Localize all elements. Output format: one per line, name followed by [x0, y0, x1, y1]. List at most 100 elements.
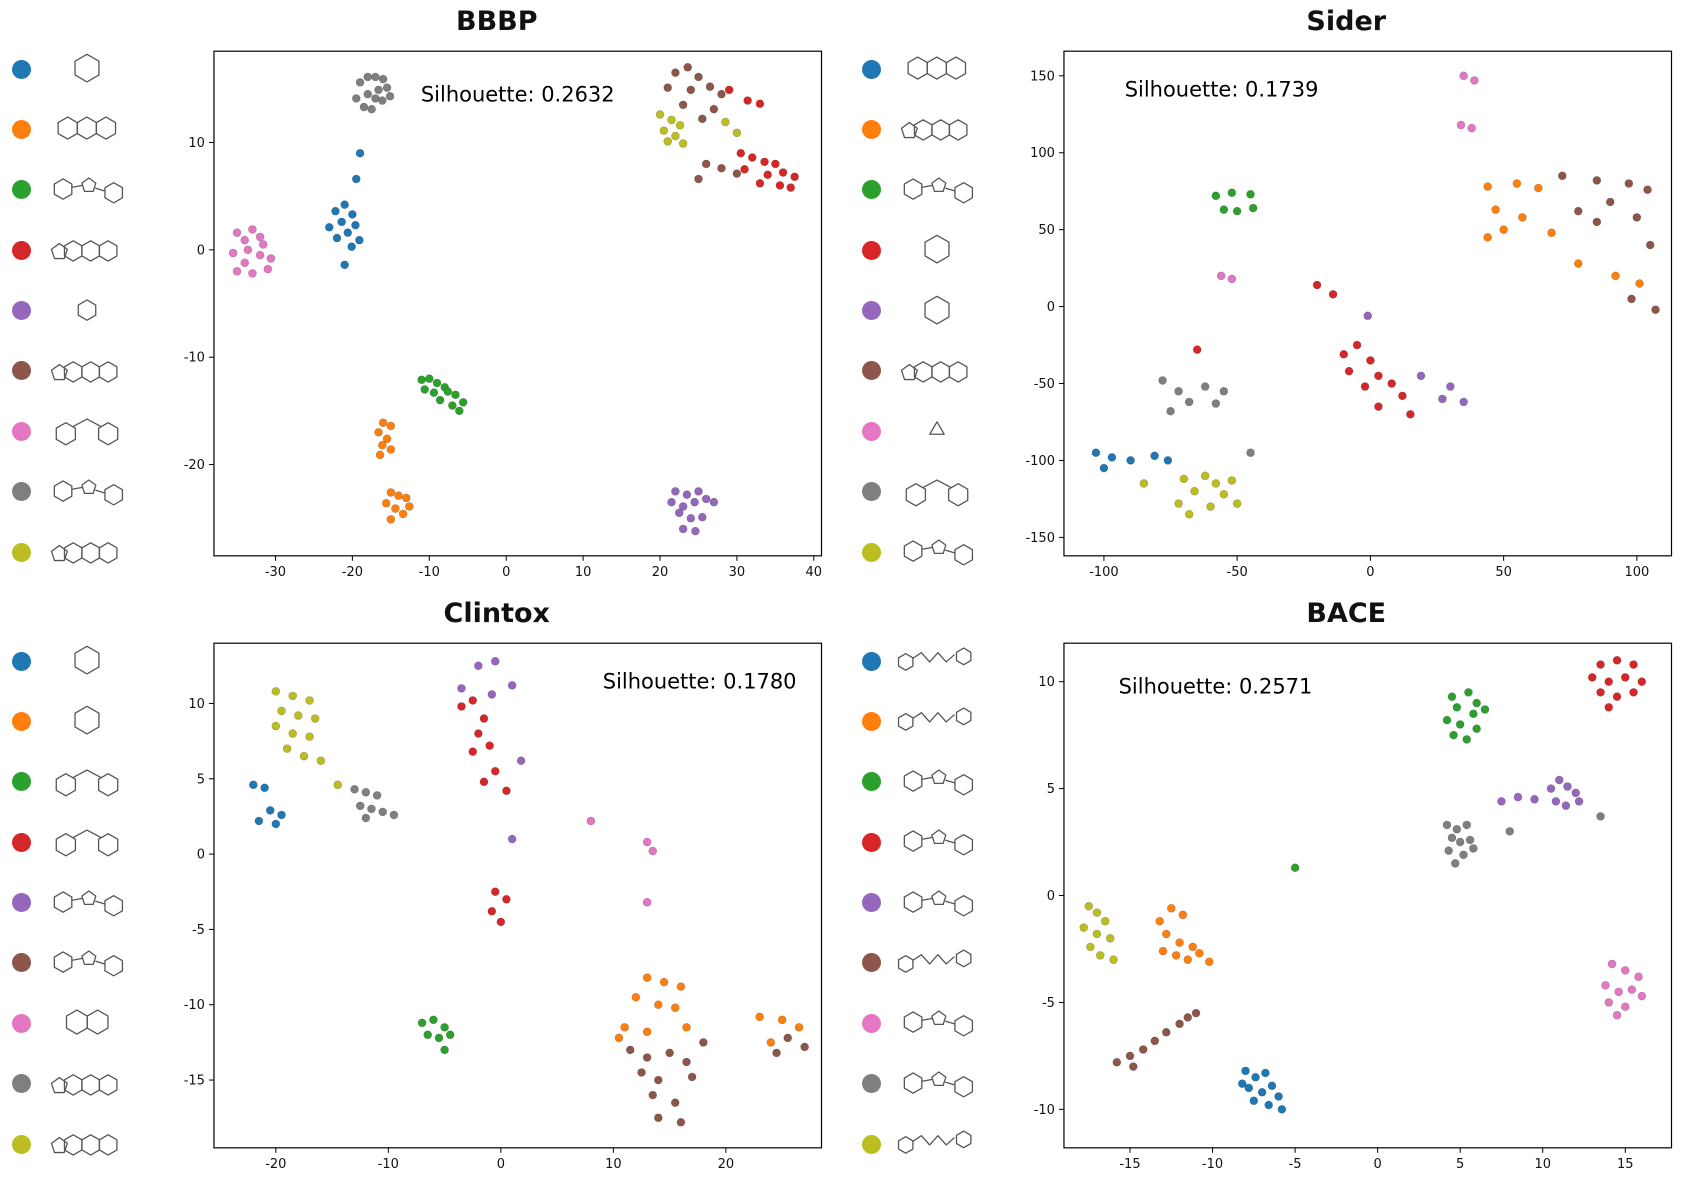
scatter-point-orange [620, 1023, 629, 1032]
scatter-point-gray [385, 91, 395, 101]
scatter-point-gray [1165, 406, 1175, 416]
molecule-icon [77, 298, 97, 321]
scatter-point-olive [1078, 923, 1088, 932]
scatter-point-green [1480, 705, 1489, 714]
scatter-point-red [755, 99, 765, 109]
scatter-point-pink [1627, 985, 1636, 994]
molecule-icon [50, 1134, 118, 1156]
panel-title-bbbp: BBBP [455, 6, 538, 37]
cluster-color-dot-olive [861, 542, 881, 562]
cluster-color-dot-blue [861, 59, 881, 79]
cluster-color-dot-red [12, 832, 31, 852]
cluster-color-dot-red [861, 240, 881, 260]
scatter-point-gray [355, 78, 365, 87]
scatter-point-olive [1108, 955, 1118, 964]
scatter-point-purple [674, 508, 684, 518]
plot-frame [1062, 50, 1672, 557]
scatter-point-blue [343, 228, 353, 237]
scatter-point-purple [457, 684, 466, 693]
cluster-color-dot-blue [12, 651, 31, 671]
scatter-point-brown [1573, 206, 1583, 216]
cluster-color-dot-pink [861, 421, 881, 441]
scatter-point-olive [1227, 476, 1236, 485]
scatter-point-olive [271, 687, 281, 696]
x-tick-label: 10 [575, 565, 592, 580]
scatter-point-olive [1100, 916, 1110, 926]
scatter-point-brown [676, 1117, 686, 1127]
cluster-legend [10, 633, 160, 1182]
y-tick-label: -50 [1033, 377, 1054, 392]
cluster-color-dot-gray [12, 1074, 31, 1094]
legend-item-purple [12, 287, 160, 335]
legend-item-brown [12, 347, 160, 395]
scatter-point-brown [1592, 176, 1601, 185]
scatter-point-gray [363, 89, 373, 99]
scatter-point-orange [1634, 279, 1644, 288]
scatter-point-green [1447, 692, 1456, 701]
scatter-point-pink [642, 837, 652, 847]
scatter-point-olive [294, 711, 303, 720]
x-tick-label: -20 [342, 565, 363, 580]
scatter-point-pink [248, 225, 257, 234]
scatter-point-blue [348, 210, 357, 219]
x-tick-label: 40 [806, 565, 823, 580]
scatter-point-purple [1437, 394, 1447, 404]
plot-frame [213, 50, 823, 557]
scatter-point-pink [1620, 1002, 1630, 1012]
scatter-point-pink [240, 235, 250, 245]
scatter-point-olive [288, 729, 297, 738]
y-tick-label: -150 [1025, 531, 1054, 546]
molecule-icon [55, 769, 119, 797]
scatter-point-red [1352, 340, 1361, 350]
scatter-point-pink [1633, 972, 1643, 982]
scatter-point-brown [783, 1033, 793, 1043]
scatter-point-purple [682, 490, 692, 499]
scatter-point-purple [691, 526, 700, 536]
scatter-point-gray [1157, 376, 1167, 385]
y-tick-label: -5 [1042, 996, 1055, 1011]
scatter-point-pink [1637, 991, 1646, 1001]
scatter-point-olive [1184, 509, 1193, 519]
scatter-point-orange [378, 440, 387, 450]
scatter-point-red [771, 159, 780, 169]
plot-area: -20 -10 0 10 20 -15 -10 -5 0 5 10 Silhouette: 0.178… [160, 633, 834, 1182]
legend-item-green [12, 166, 160, 214]
molecule-icon [50, 240, 118, 262]
scatter-point-gray [1443, 846, 1453, 855]
scatter-point-orange [1482, 233, 1492, 242]
scatter-point-orange [659, 977, 669, 987]
scatter-point-red [502, 895, 511, 904]
scatter-point-gray [361, 813, 371, 823]
scatter-point-pink [1469, 76, 1479, 85]
scatter-point-green [1219, 205, 1228, 214]
molecule-icon [900, 119, 968, 142]
scatter-point-green [1232, 206, 1241, 216]
x-tick-label: 20 [718, 1157, 735, 1172]
scatter-point-olive [1219, 489, 1228, 499]
scatter-point-pink [1466, 123, 1476, 133]
scatter-point-orange [682, 1023, 691, 1032]
scatter-point-orange [1171, 951, 1180, 960]
scatter-point-pink [1458, 71, 1468, 81]
x-tick-label: 15 [1617, 1157, 1634, 1172]
scatter-point-green [417, 1018, 427, 1028]
scatter-point-red [1628, 688, 1638, 697]
legend-item-green [12, 758, 160, 806]
y-tick-label: -20 [184, 458, 205, 473]
x-tick-label: -15 [1119, 1157, 1140, 1172]
scatter-point-green [448, 401, 457, 410]
scatter-point-purple [507, 681, 517, 690]
scatter-point-brown [678, 100, 688, 110]
scatter-point-red [479, 777, 489, 787]
scatter-point-gray [1184, 397, 1193, 407]
scatter-point-gray [1447, 833, 1456, 843]
scatter-point-blue [340, 260, 349, 270]
x-tick-label: -50 [1226, 565, 1247, 580]
x-tick-label: 100 [1624, 565, 1649, 580]
scatter-point-green [1448, 730, 1458, 740]
legend-item-olive [12, 528, 160, 576]
molecule-icon [74, 53, 100, 83]
scatter-point-blue [340, 200, 349, 209]
scatter-point-blue [1263, 1100, 1273, 1110]
cluster-color-dot-purple [861, 893, 881, 912]
